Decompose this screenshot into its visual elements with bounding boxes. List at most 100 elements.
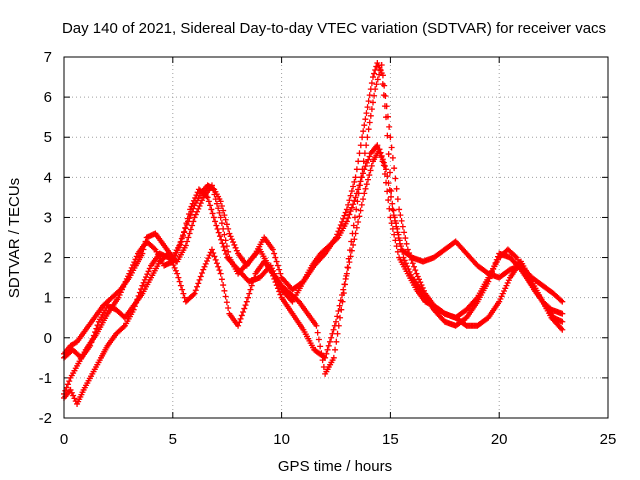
data-point bbox=[146, 265, 153, 272]
x-axis-tick-labels: 0 5 10 15 20 25 bbox=[60, 431, 617, 448]
data-point bbox=[558, 297, 565, 304]
data-point bbox=[355, 219, 362, 226]
data-point bbox=[208, 246, 215, 253]
data-point bbox=[195, 280, 202, 287]
data-point bbox=[360, 158, 367, 165]
data-point bbox=[218, 202, 225, 209]
data-point bbox=[197, 273, 204, 280]
data-point bbox=[250, 278, 257, 285]
y-tick-label: 3 bbox=[44, 209, 52, 226]
data-point bbox=[151, 245, 158, 252]
data-point bbox=[193, 192, 200, 199]
data-point bbox=[387, 134, 394, 141]
data-point bbox=[337, 222, 344, 229]
data-point bbox=[213, 222, 220, 229]
data-point bbox=[216, 209, 223, 216]
data-point bbox=[89, 335, 96, 342]
data-point bbox=[271, 250, 278, 257]
data-point bbox=[369, 74, 376, 81]
data-point bbox=[376, 71, 383, 78]
data-point bbox=[246, 290, 253, 297]
data-point bbox=[208, 206, 215, 213]
data-point bbox=[505, 277, 512, 284]
data-point bbox=[319, 357, 326, 364]
data-point bbox=[399, 223, 406, 230]
data-point bbox=[192, 211, 199, 218]
data-point bbox=[382, 92, 389, 99]
data-point bbox=[392, 220, 399, 227]
data-point bbox=[182, 242, 189, 249]
data-point bbox=[185, 234, 192, 241]
data-point bbox=[334, 313, 341, 320]
data-point bbox=[139, 282, 146, 289]
data-point bbox=[348, 238, 355, 245]
data-point bbox=[386, 169, 393, 176]
data-point bbox=[314, 329, 321, 336]
data-point bbox=[366, 172, 373, 179]
data-point bbox=[365, 156, 372, 163]
data-point bbox=[361, 122, 368, 129]
data-point bbox=[386, 205, 393, 212]
data-point bbox=[419, 284, 426, 291]
data-point bbox=[353, 166, 360, 173]
data-point bbox=[221, 287, 228, 294]
data-point bbox=[363, 181, 370, 188]
data-point bbox=[217, 198, 224, 205]
data-point bbox=[406, 249, 413, 256]
data-point bbox=[346, 211, 353, 218]
data-point bbox=[194, 208, 201, 215]
data-point bbox=[408, 256, 415, 263]
chart-title: Day 140 of 2021, Sidereal Day-to-day VTE… bbox=[62, 20, 606, 37]
data-point bbox=[380, 159, 387, 166]
data-point bbox=[115, 294, 122, 301]
data-point bbox=[488, 269, 495, 276]
data-point bbox=[174, 270, 181, 277]
data-point bbox=[133, 253, 140, 260]
data-point bbox=[117, 289, 124, 296]
data-point bbox=[195, 205, 202, 212]
data-point bbox=[226, 230, 233, 237]
data-point bbox=[392, 175, 399, 182]
data-point bbox=[227, 233, 234, 240]
data-point bbox=[338, 306, 345, 313]
data-point bbox=[172, 267, 179, 274]
data-point bbox=[347, 208, 354, 215]
data-point bbox=[487, 272, 494, 279]
data-point bbox=[498, 293, 505, 300]
data-point bbox=[341, 212, 348, 219]
y-tick-label: 0 bbox=[44, 330, 52, 347]
data-point bbox=[122, 278, 129, 285]
data-point bbox=[211, 253, 218, 260]
data-point bbox=[417, 279, 424, 286]
data-point bbox=[493, 256, 500, 263]
data-point bbox=[490, 266, 497, 273]
data-point bbox=[409, 260, 416, 267]
y-tick-label: 4 bbox=[44, 169, 52, 186]
data-point bbox=[196, 276, 203, 283]
data-point bbox=[220, 243, 227, 250]
data-point bbox=[379, 156, 386, 163]
data-point bbox=[242, 302, 249, 309]
data-point bbox=[333, 318, 339, 325]
data-point bbox=[93, 325, 100, 332]
data-point bbox=[360, 128, 367, 135]
data-point bbox=[345, 255, 352, 262]
data-point bbox=[217, 270, 224, 277]
data-point bbox=[344, 264, 351, 271]
data-point bbox=[385, 180, 392, 187]
data-point bbox=[350, 201, 357, 208]
data-point bbox=[381, 82, 388, 89]
data-point bbox=[92, 329, 99, 336]
data-point bbox=[220, 282, 227, 289]
data-point bbox=[126, 270, 133, 277]
data-point bbox=[216, 233, 223, 240]
data-point bbox=[343, 272, 350, 279]
data-point bbox=[352, 174, 359, 181]
data-point bbox=[414, 273, 421, 280]
y-tick-label: 5 bbox=[44, 129, 52, 146]
data-point bbox=[68, 389, 75, 396]
data-point bbox=[123, 275, 130, 282]
data-point bbox=[404, 246, 411, 253]
data-point bbox=[366, 153, 373, 160]
data-point bbox=[223, 221, 230, 228]
